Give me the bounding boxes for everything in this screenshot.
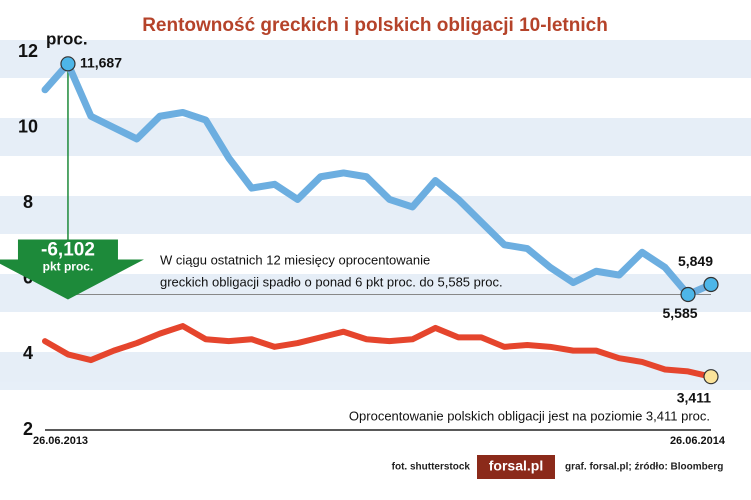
chart-title: Rentowność greckich i polskich obligacji… (142, 15, 608, 36)
y-tick-label: 8 (23, 192, 33, 212)
data-label: 11,687 (80, 55, 122, 71)
y-tick-label: 2 (23, 419, 33, 439)
x-tick-label: 26.06.2013 (33, 435, 88, 447)
flag-background (0, 40, 751, 390)
y-tick-label: 12 (18, 41, 38, 61)
source: graf. forsal.pl; źródło: Bloomberg (565, 462, 723, 473)
note: Oprocentowanie polskich obligacji jest n… (349, 408, 710, 423)
data-label: 5,585 (663, 305, 698, 321)
y-unit-label: proc. (46, 29, 88, 48)
y-tick-label: 4 (23, 343, 33, 363)
data-label: 5,849 (678, 253, 713, 269)
note: greckich obligacji spadło o ponad 6 pkt … (160, 274, 503, 289)
series-line (41, 60, 715, 298)
drop-value: -6,102 (41, 240, 95, 261)
highlight-point (680, 286, 696, 303)
note: W ciągu ostatnich 12 miesięcy oprocentow… (160, 252, 430, 267)
series-line (42, 323, 714, 380)
highlight-point (703, 276, 719, 293)
logo-box (477, 455, 555, 479)
highlight-point (60, 56, 76, 72)
data-label: 3,411 (677, 389, 711, 405)
highlight-point (703, 369, 719, 385)
y-tick-label: 10 (18, 116, 38, 136)
drop-arrow-head (0, 239, 144, 300)
photo-credit: fot. shutterstock (392, 462, 471, 473)
logo: forsal.pl (489, 458, 543, 474)
drop-unit: pkt proc. (43, 260, 94, 274)
x-tick-label: 26.06.2014 (670, 435, 726, 447)
